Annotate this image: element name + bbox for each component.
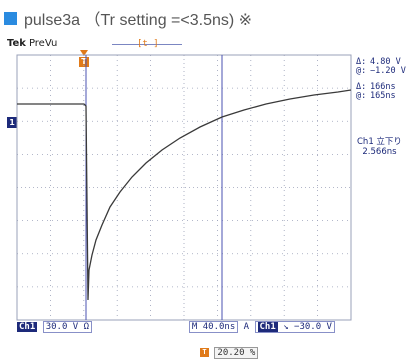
status-bar: Ch1 30.0 V Ω M 40.0ns A Ch1 ↘ −30.0 V [17,321,335,333]
channel-fall-time: Ch1 立下り 2.566ns [357,137,402,157]
volts-per-div[interactable]: 30.0 V Ω [42,321,93,333]
trigger-settings[interactable]: Ch1 ↘ −30.0 V [254,321,335,333]
trigger-arrow-icon [80,50,88,56]
measurement-time-delta: Δ: 166ns [356,82,396,92]
channel-tag[interactable]: Ch1 [17,322,38,332]
trigger-channel: Ch1 [257,322,278,332]
graticule-grid [17,55,351,320]
trigger-position-marker[interactable]: T [79,57,89,67]
scope-brand: Tek PreVu [7,38,57,49]
measurement-time-at: @: 165ns [356,91,396,101]
acquisition-mode: A [243,322,250,332]
brand-label: Tek [7,38,26,49]
record-bar [112,44,182,45]
caption: pulse3a （Tr setting =<3.5ns) ※ [4,6,252,30]
trigger-level: −30.0 V [294,322,332,332]
blue-square-icon [4,11,17,25]
trigger-indicator: [t ] [137,39,159,49]
caption-text: pulse3a （Tr setting =<3.5ns) ※ [24,12,253,29]
measurement-voltage-delta: Δ: 4.80 V [356,57,401,67]
trigger-position-readout: T 20.20 % [200,347,259,359]
channel-level-marker[interactable]: 1 [7,117,17,128]
waveform-trace [17,89,352,301]
measurement-voltage-at: @: −1.20 V [356,66,406,76]
timebase[interactable]: M 40.0ns [188,321,239,333]
trigger-position-value[interactable]: 20.20 % [214,347,259,359]
trigger-slope-icon: ↘ [283,322,289,332]
fall-time-title: Ch1 立下り [357,137,402,147]
trigger-position-icon: T [200,348,209,357]
mode-label: PreVu [28,38,58,49]
fall-time-value: 2.566ns [362,147,397,157]
